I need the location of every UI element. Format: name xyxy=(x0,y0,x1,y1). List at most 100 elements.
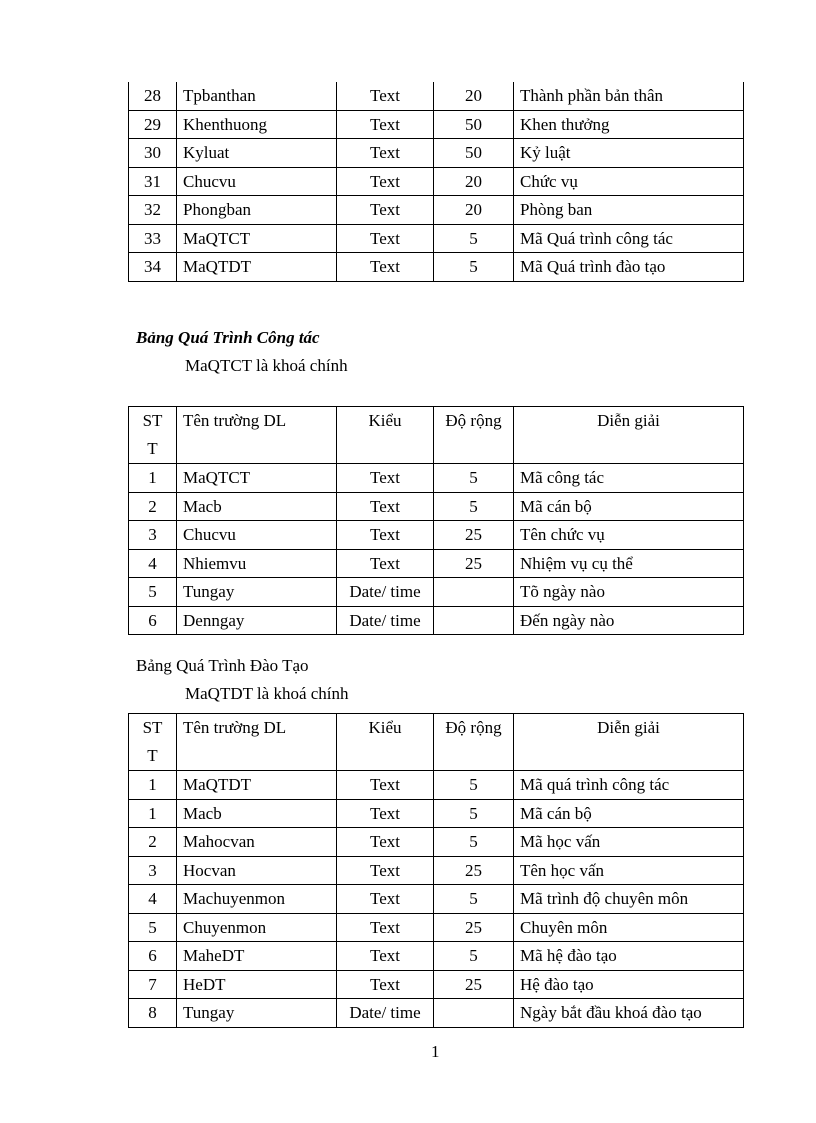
stt-cell: 4 xyxy=(128,884,177,914)
width-cell xyxy=(433,998,514,1028)
field-name-cell: MaQTCT xyxy=(176,463,337,493)
description-cell: Nhiệm vụ cụ thể xyxy=(513,548,744,578)
field-name-cell: Chucvu xyxy=(176,520,337,550)
field-name-cell: Mahocvan xyxy=(176,827,337,857)
type-cell: Text xyxy=(336,827,434,857)
width-cell: 5 xyxy=(433,770,514,800)
description-cell: Tên chức vụ xyxy=(513,520,744,550)
description-cell: Mã Quá trình công tác xyxy=(513,223,744,253)
type-cell: Text xyxy=(336,548,434,578)
field-name-cell: MaheDT xyxy=(176,941,337,971)
width-cell: 5 xyxy=(433,827,514,857)
width-cell: 5 xyxy=(433,223,514,253)
width-cell: 5 xyxy=(433,252,514,282)
description-cell: Tên học vấn xyxy=(513,855,744,885)
description-cell: Mã trình độ chuyên môn xyxy=(513,884,744,914)
stt-cell: 31 xyxy=(128,166,177,196)
stt-cell: 1 xyxy=(128,463,177,493)
width-cell: 20 xyxy=(433,82,514,111)
field-name-cell: Nhiemvu xyxy=(176,548,337,578)
table-row: 29 Khenthuong Text 50 Khen thưởng xyxy=(128,109,744,139)
width-cell: 25 xyxy=(433,548,514,578)
type-cell: Date/ time xyxy=(336,577,434,607)
stt-cell: 6 xyxy=(128,605,177,635)
column-header: Kiểu xyxy=(336,713,434,771)
dao-tao-table: ST T Tên trường DL Kiểu Độ rộng Diễn giải 1 Ma… xyxy=(128,713,744,1028)
table-row: 33 MaQTCT Text 5 Mã Quá trình công tác xyxy=(128,223,744,253)
field-name-cell: Macb xyxy=(176,798,337,828)
description-cell: Tõ ngày nào xyxy=(513,577,744,607)
table-row: 4 Machuyenmon Text 5 Mã trình độ chuyên môn xyxy=(128,884,744,914)
table-row: 2 Macb Text 5 Mã cán bộ xyxy=(128,491,744,521)
type-cell: Text xyxy=(336,520,434,550)
table-row: 2 Mahocvan Text 5 Mã học vấn xyxy=(128,827,744,857)
width-cell: 20 xyxy=(433,195,514,225)
cong-tac-table: ST T Tên trường DL Kiểu Độ rộng Diễn giải 1 Ma… xyxy=(128,406,744,635)
table-row: 3 Chucvu Text 25 Tên chức vụ xyxy=(128,520,744,550)
type-cell: Text xyxy=(336,884,434,914)
description-cell: Mã quá trình công tác xyxy=(513,770,744,800)
table-row: 32 Phongban Text 20 Phòng ban xyxy=(128,195,744,225)
table-row: 6 MaheDT Text 5 Mã hệ đào tạo xyxy=(128,941,744,971)
stt-cell: 1 xyxy=(128,798,177,828)
description-cell: Thành phần bản thân xyxy=(513,82,744,111)
width-cell: 25 xyxy=(433,520,514,550)
description-cell: Ngày bắt đầu khoá đào tạo xyxy=(513,998,744,1028)
stt-cell: 32 xyxy=(128,195,177,225)
type-cell: Text xyxy=(336,969,434,999)
width-cell: 5 xyxy=(433,463,514,493)
width-cell: 5 xyxy=(433,798,514,828)
table-row: 5 Chuyenmon Text 25 Chuyên môn xyxy=(128,912,744,942)
type-cell: Text xyxy=(336,912,434,942)
width-cell: 25 xyxy=(433,969,514,999)
field-name-cell: MaQTDT xyxy=(176,770,337,800)
stt-cell: 33 xyxy=(128,223,177,253)
table-row: 7 HeDT Text 25 Hệ đào tạo xyxy=(128,969,744,999)
field-name-cell: Kyluat xyxy=(176,138,337,168)
stt-cell: 2 xyxy=(128,491,177,521)
field-name-cell: Phongban xyxy=(176,195,337,225)
table-row: 8 Tungay Date/ time Ngày bắt đầu khoá đào t… xyxy=(128,998,744,1028)
description-cell: Mã hệ đào tạo xyxy=(513,941,744,971)
page-number: 1 xyxy=(431,1042,440,1061)
stt-cell: 4 xyxy=(128,548,177,578)
width-cell: 5 xyxy=(433,884,514,914)
type-cell: Date/ time xyxy=(336,605,434,635)
column-header: Diễn giải xyxy=(513,406,744,464)
type-cell: Text xyxy=(336,166,434,196)
stt-cell: 5 xyxy=(128,912,177,942)
primary-key-note-dao-tao: MaQTDT là khoá chính xyxy=(185,684,349,703)
type-cell: Text xyxy=(336,252,434,282)
description-cell: Chuyên môn xyxy=(513,912,744,942)
column-header: Độ rộng xyxy=(433,713,514,771)
type-cell: Text xyxy=(336,109,434,139)
column-header: Kiểu xyxy=(336,406,434,464)
field-name-cell: Tungay xyxy=(176,577,337,607)
field-name-cell: Denngay xyxy=(176,605,337,635)
description-cell: Chức vụ xyxy=(513,166,744,196)
stt-cell: 6 xyxy=(128,941,177,971)
width-cell: 50 xyxy=(433,138,514,168)
width-cell: 5 xyxy=(433,491,514,521)
width-cell: 25 xyxy=(433,855,514,885)
width-cell xyxy=(433,605,514,635)
description-cell: Mã học vấn xyxy=(513,827,744,857)
header-row: ST T Tên trường DL Kiểu Độ rộng Diễn giải xyxy=(128,713,744,771)
description-cell: Mã Quá trình đào tạo xyxy=(513,252,744,282)
description-cell: Hệ đào tạo xyxy=(513,969,744,999)
section-heading-dao-tao: Bảng Quá Trình Đào Tạo xyxy=(136,656,309,675)
description-cell: Đến ngày nào xyxy=(513,605,744,635)
column-header: Độ rộng xyxy=(433,406,514,464)
field-name-cell: HeDT xyxy=(176,969,337,999)
table-row: 31 Chucvu Text 20 Chức vụ xyxy=(128,166,744,196)
stt-cell: 34 xyxy=(128,252,177,282)
stt-cell: 5 xyxy=(128,577,177,607)
column-header: Tên trường DL xyxy=(176,713,337,771)
description-cell: Kỷ luật xyxy=(513,138,744,168)
type-cell: Text xyxy=(336,941,434,971)
table-row: 34 MaQTDT Text 5 Mã Quá trình đào tạo xyxy=(128,252,744,282)
table-row: 6 Denngay Date/ time Đến ngày nào xyxy=(128,605,744,635)
field-name-cell: MaQTDT xyxy=(176,252,337,282)
stt-cell: 29 xyxy=(128,109,177,139)
header-row: ST T Tên trường DL Kiểu Độ rộng Diễn giải xyxy=(128,406,744,464)
